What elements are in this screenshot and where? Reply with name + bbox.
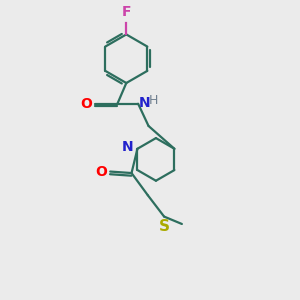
Text: S: S bbox=[159, 219, 170, 234]
Text: N: N bbox=[139, 96, 151, 110]
Text: O: O bbox=[95, 165, 107, 178]
Text: H: H bbox=[148, 94, 158, 107]
Text: O: O bbox=[80, 97, 92, 111]
Text: N: N bbox=[122, 140, 133, 154]
Text: F: F bbox=[122, 5, 131, 19]
